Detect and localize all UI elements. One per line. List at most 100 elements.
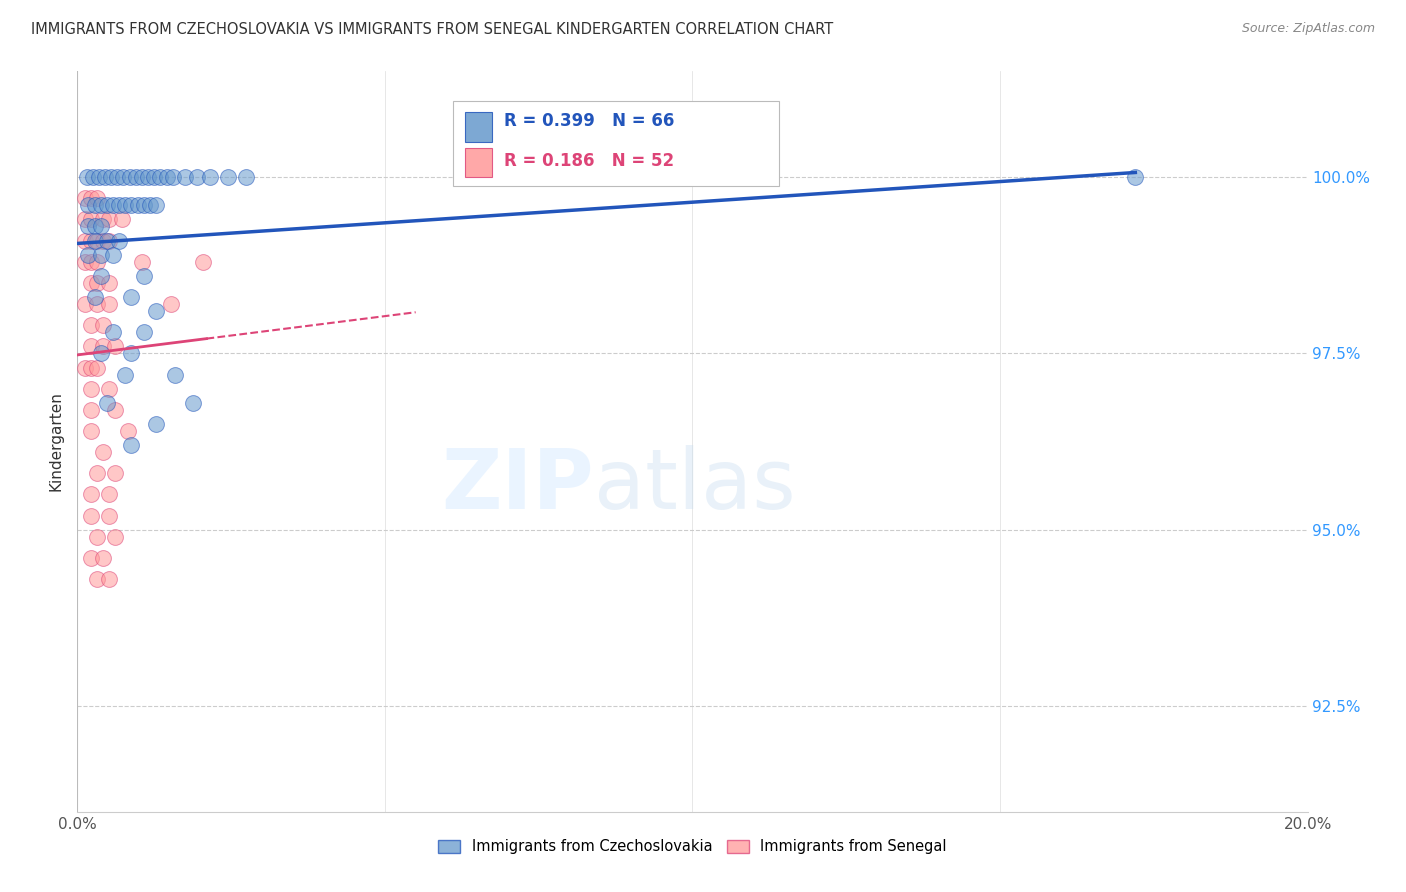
- Y-axis label: Kindergarten: Kindergarten: [48, 392, 63, 491]
- Point: [96, 198, 118, 212]
- FancyBboxPatch shape: [465, 147, 492, 178]
- Point: [143, 170, 166, 185]
- Point: [193, 254, 215, 268]
- Point: [132, 325, 155, 339]
- Point: [118, 170, 141, 185]
- Point: [87, 170, 110, 185]
- Point: [160, 297, 183, 311]
- Point: [125, 170, 148, 185]
- Point: [136, 170, 159, 185]
- Point: [98, 276, 121, 290]
- Point: [96, 396, 118, 410]
- Point: [76, 170, 98, 185]
- Point: [80, 402, 103, 417]
- Point: [114, 198, 136, 212]
- Point: [91, 445, 114, 459]
- Point: [139, 198, 162, 212]
- Point: [90, 346, 112, 360]
- Point: [121, 438, 143, 452]
- Point: [86, 467, 108, 481]
- Point: [163, 368, 186, 382]
- Point: [80, 382, 103, 396]
- Text: R = 0.186   N = 52: R = 0.186 N = 52: [505, 152, 675, 170]
- Point: [104, 467, 127, 481]
- Point: [77, 248, 100, 262]
- Point: [98, 508, 121, 523]
- Point: [80, 508, 103, 523]
- Point: [73, 297, 96, 311]
- Point: [117, 424, 139, 438]
- Text: atlas: atlas: [595, 445, 796, 526]
- Point: [101, 198, 124, 212]
- Point: [217, 170, 239, 185]
- Point: [86, 234, 108, 248]
- Point: [98, 572, 121, 586]
- Point: [121, 198, 143, 212]
- Point: [82, 170, 104, 185]
- Point: [145, 304, 167, 318]
- Text: R = 0.399   N = 66: R = 0.399 N = 66: [505, 112, 675, 130]
- Point: [91, 339, 114, 353]
- Point: [100, 170, 122, 185]
- Point: [80, 318, 103, 333]
- Point: [114, 368, 136, 382]
- Point: [132, 268, 155, 283]
- Point: [83, 234, 105, 248]
- Point: [86, 276, 108, 290]
- Point: [91, 318, 114, 333]
- Point: [86, 191, 108, 205]
- Text: IMMIGRANTS FROM CZECHOSLOVAKIA VS IMMIGRANTS FROM SENEGAL KINDERGARTEN CORRELATI: IMMIGRANTS FROM CZECHOSLOVAKIA VS IMMIGR…: [31, 22, 834, 37]
- Point: [91, 212, 114, 227]
- Point: [80, 212, 103, 227]
- Point: [80, 424, 103, 438]
- Point: [104, 402, 127, 417]
- Point: [101, 325, 124, 339]
- Point: [104, 530, 127, 544]
- Point: [86, 254, 108, 268]
- Point: [162, 170, 184, 185]
- Point: [86, 572, 108, 586]
- Point: [94, 170, 117, 185]
- Point: [101, 248, 124, 262]
- Point: [132, 198, 155, 212]
- Point: [80, 254, 103, 268]
- Point: [105, 170, 128, 185]
- Text: Source: ZipAtlas.com: Source: ZipAtlas.com: [1241, 22, 1375, 36]
- Point: [111, 212, 132, 227]
- Point: [86, 530, 108, 544]
- Point: [80, 234, 103, 248]
- Point: [98, 487, 121, 501]
- FancyBboxPatch shape: [453, 101, 779, 186]
- Point: [127, 198, 149, 212]
- Point: [80, 360, 103, 375]
- Point: [186, 170, 208, 185]
- Point: [155, 170, 177, 185]
- Point: [121, 346, 143, 360]
- Point: [83, 290, 105, 304]
- Point: [98, 212, 121, 227]
- Point: [112, 170, 135, 185]
- Legend: Immigrants from Czechoslovakia, Immigrants from Senegal: Immigrants from Czechoslovakia, Immigran…: [432, 833, 953, 860]
- Point: [235, 170, 257, 185]
- Point: [80, 550, 103, 565]
- Point: [1125, 170, 1147, 185]
- Point: [145, 417, 167, 431]
- Point: [98, 382, 121, 396]
- Point: [121, 290, 143, 304]
- Point: [73, 360, 96, 375]
- Point: [77, 219, 100, 234]
- Point: [108, 234, 131, 248]
- Point: [181, 396, 204, 410]
- Point: [91, 550, 114, 565]
- Point: [80, 191, 103, 205]
- Point: [198, 170, 221, 185]
- Point: [149, 170, 172, 185]
- Point: [96, 234, 118, 248]
- Point: [145, 198, 167, 212]
- Point: [90, 268, 112, 283]
- Point: [73, 212, 96, 227]
- Point: [104, 339, 127, 353]
- Point: [174, 170, 197, 185]
- Point: [131, 254, 153, 268]
- Text: ZIP: ZIP: [441, 445, 595, 526]
